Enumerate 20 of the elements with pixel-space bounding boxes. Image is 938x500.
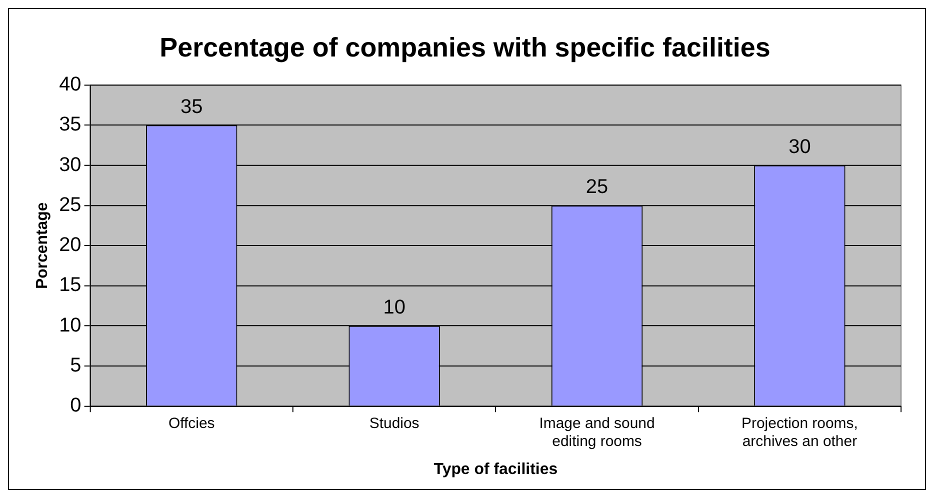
y-tick-label: 0 — [70, 394, 82, 417]
chart-title: Percentage of companies with specific facilities — [160, 32, 770, 62]
x-tick-label: Projection rooms, archives an other — [742, 415, 858, 450]
y-tick-label: 25 — [59, 194, 82, 216]
x-axis-title: Type of facilities — [434, 460, 558, 478]
y-tick-label: 10 — [59, 314, 82, 336]
x-tick-label: Image and sound editing rooms — [539, 415, 655, 450]
x-tick-label: Studios — [369, 415, 420, 432]
y-tick-label: 40 — [59, 74, 82, 96]
y-tick-label: 30 — [59, 154, 82, 176]
data-label: 25 — [586, 176, 608, 198]
data-label: 30 — [788, 136, 811, 158]
y-tick-label: 5 — [70, 354, 82, 376]
y-tick-label: 20 — [59, 234, 82, 256]
x-tick-label: Offcies — [168, 415, 215, 432]
y-tick-label: 15 — [59, 274, 82, 296]
data-label: 35 — [180, 96, 203, 118]
data-label: 10 — [383, 296, 406, 318]
y-tick-label: 35 — [59, 114, 82, 136]
y-axis-title: Porcentage — [34, 202, 51, 289]
